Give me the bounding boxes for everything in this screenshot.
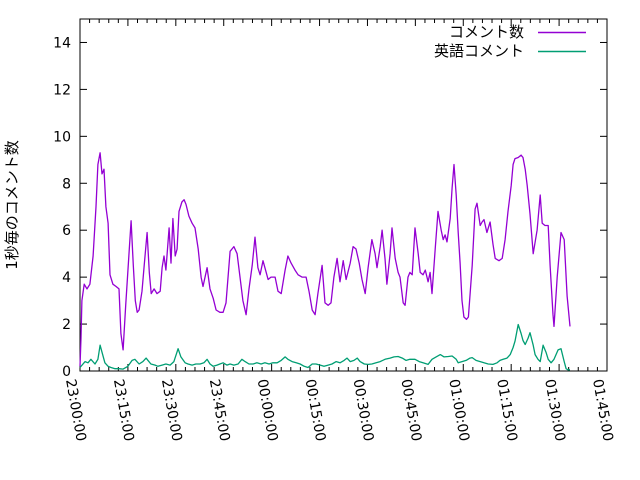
- x-tick-label: 23:15:00: [110, 378, 137, 443]
- y-axis-title: 1秒毎のコメント数: [3, 140, 21, 270]
- y-tick-label: 12: [53, 82, 71, 98]
- y-tick-label: 2: [62, 317, 71, 333]
- y-tick-label: 10: [53, 129, 71, 145]
- x-tick-label: 23:45:00: [206, 378, 233, 443]
- y-tick-label: 4: [62, 270, 71, 286]
- x-tick-label: 01:30:00: [541, 378, 568, 443]
- x-tick-label: 00:00:00: [254, 378, 281, 443]
- x-tick-label: 23:00:00: [62, 378, 89, 443]
- x-tick-label: 01:00:00: [445, 378, 472, 443]
- legend-label-english-comments: 英語コメント: [434, 42, 524, 60]
- y-tick-label: 8: [62, 176, 71, 192]
- x-tick-label: 01:45:00: [589, 378, 616, 443]
- legend-label-comment-count: コメント数: [449, 23, 524, 41]
- series-lines: [79, 152, 571, 371]
- x-tick-label: 00:45:00: [397, 378, 424, 443]
- plot-border: [79, 18, 608, 372]
- legend: コメント数 英語コメント: [434, 23, 586, 60]
- x-tick-label: 23:30:00: [158, 378, 185, 443]
- y-tick-label: 6: [62, 223, 71, 239]
- y-tick-label: 14: [53, 35, 71, 51]
- axis-tick-labels: 0 2 4 6 8 10 12 14 23:00:00 23:15:00 23:30:00 23:45…: [53, 35, 616, 442]
- series-line-english-comments: [79, 323, 570, 371]
- x-tick-label: 00:15:00: [302, 378, 329, 443]
- series-line-comment-count: [79, 152, 571, 367]
- y-tick-label: 0: [62, 364, 71, 380]
- x-tick-label: 00:30:00: [350, 378, 377, 443]
- x-tick-label: 01:15:00: [493, 378, 520, 443]
